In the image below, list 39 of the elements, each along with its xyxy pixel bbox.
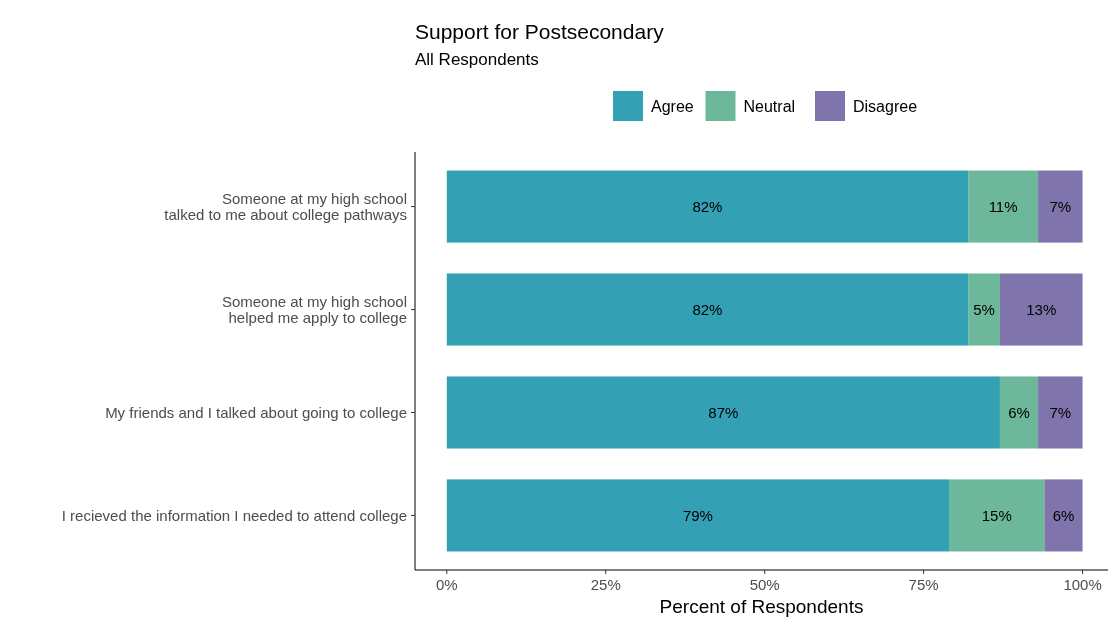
bar [446, 376, 1000, 449]
x-tick-label: 100% [1063, 576, 1102, 593]
bar [968, 170, 1039, 243]
x-tick-label: 75% [908, 576, 939, 593]
chart-title: Support for Postsecondary [415, 20, 665, 43]
bar [949, 479, 1045, 552]
data-label: 82% [692, 197, 723, 215]
data-label: 87% [708, 403, 739, 421]
y-tick-label: I recieved the information I needed to attend college [61, 506, 407, 524]
chart-subtitle: All Respondents [415, 50, 539, 69]
legend-label: Neutral [743, 97, 796, 115]
data-label: 6% [1008, 403, 1030, 421]
data-label: 5% [973, 300, 995, 318]
data-label: 79% [682, 506, 713, 524]
x-axis-title: Percent of Respondents [659, 596, 864, 617]
data-label: 6% [1052, 506, 1075, 524]
x-tick-label: 50% [749, 576, 780, 593]
bar [968, 273, 1000, 346]
y-tick-label: Someone at my high school talked to me about college pathways [164, 189, 407, 224]
x-tick-label: 25% [590, 576, 621, 593]
data-label: 7% [1049, 403, 1072, 421]
bar [446, 170, 969, 243]
x-tick-label: 0% [435, 576, 458, 593]
bar [1044, 479, 1083, 552]
bar [446, 273, 969, 346]
data-label: 7% [1049, 197, 1072, 215]
y-tick-label: Someone at my high school helped me apply to college [221, 292, 407, 327]
data-label: 15% [981, 506, 1012, 524]
bar [1038, 376, 1083, 449]
data-label: 13% [1026, 300, 1057, 318]
legend-label: Disagree [853, 97, 918, 115]
data-label: 11% [988, 197, 1018, 215]
y-tick-label: My friends and I talked about going to college [105, 403, 407, 421]
legend-label: Agree [651, 97, 694, 115]
bar [1038, 170, 1083, 243]
bar [446, 479, 950, 552]
data-label: 82% [692, 300, 723, 318]
bar [999, 376, 1039, 449]
bar [999, 273, 1083, 346]
